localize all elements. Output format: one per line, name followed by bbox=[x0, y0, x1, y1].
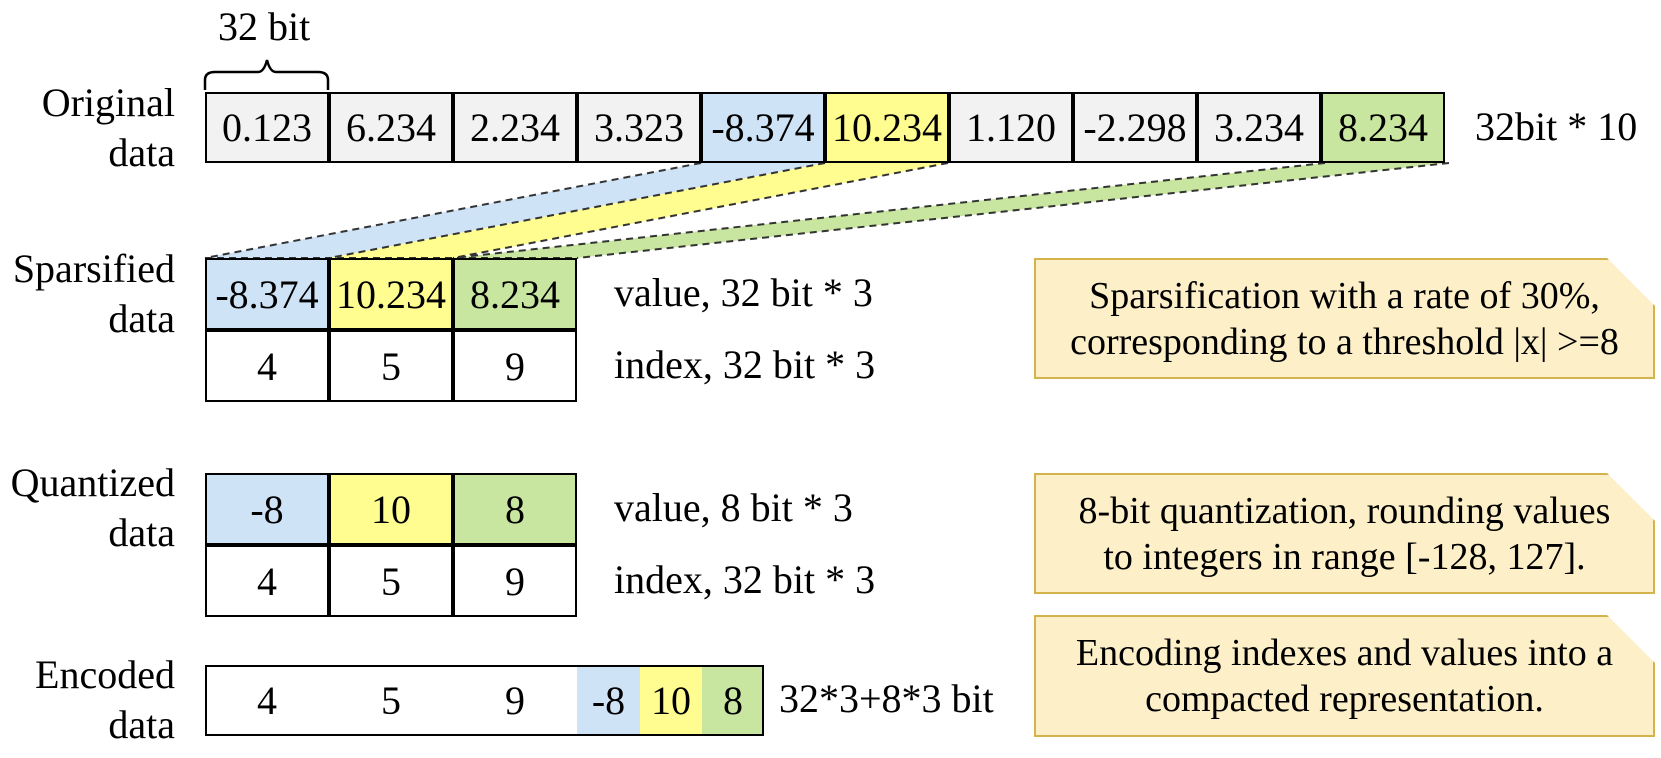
original-value-cell: -2.298 bbox=[1073, 92, 1197, 163]
encoded-cell: 4 bbox=[205, 665, 329, 736]
quantization-note-line1: 8-bit quantization, rounding values bbox=[1036, 488, 1653, 534]
original-value-cell: 3.234 bbox=[1197, 92, 1321, 163]
encoded-size-label: 32*3+8*3 bit bbox=[779, 674, 994, 724]
sparsified-data-label: Sparsified data bbox=[0, 244, 175, 344]
encoding-note-line2: compacted representation. bbox=[1036, 676, 1653, 722]
original-size-label: 32bit * 10 bbox=[1475, 102, 1637, 152]
quantization-note-line2: to integers in range [-128, 127]. bbox=[1036, 534, 1653, 580]
sparsified-value-cell: 8.234 bbox=[453, 258, 577, 330]
sparsified-index-cell: 5 bbox=[329, 330, 453, 402]
original-data-label-line1: Original bbox=[0, 78, 175, 128]
sparsified-index-cell: 4 bbox=[205, 330, 329, 402]
sparsified-value-size-label: value, 32 bit * 3 bbox=[614, 268, 873, 318]
encoded-cell: 10 bbox=[640, 665, 702, 736]
encoded-data-label-line2: data bbox=[0, 700, 175, 750]
bit-width-label: 32 bit bbox=[218, 2, 310, 52]
quantized-index-cell: 9 bbox=[453, 545, 577, 617]
original-value-cell: 8.234 bbox=[1321, 92, 1445, 163]
quantized-value-cell: -8 bbox=[205, 473, 329, 545]
sparsified-index-size-label: index, 32 bit * 3 bbox=[614, 340, 875, 390]
quantized-value-size-label: value, 8 bit * 3 bbox=[614, 483, 853, 533]
sparsified-data-label-line2: data bbox=[0, 294, 175, 344]
quantized-value-cell: 10 bbox=[329, 473, 453, 545]
encoded-data-label-line1: Encoded bbox=[0, 650, 175, 700]
encoded-cell: 8 bbox=[702, 665, 764, 736]
sparsification-note: Sparsification with a rate of 30%, corre… bbox=[1034, 258, 1655, 379]
sparsified-data-label-line1: Sparsified bbox=[0, 244, 175, 294]
quantization-note: 8-bit quantization, rounding values to i… bbox=[1034, 473, 1655, 594]
encoded-cell: -8 bbox=[577, 665, 640, 736]
quantized-value-cell: 8 bbox=[453, 473, 577, 545]
original-value-cell: 2.234 bbox=[453, 92, 577, 163]
quantized-index-cell: 5 bbox=[329, 545, 453, 617]
quantized-data-label: Quantized data bbox=[0, 458, 175, 558]
sparsified-value-cell: 10.234 bbox=[329, 258, 453, 330]
original-value-cell: -8.374 bbox=[701, 92, 825, 163]
original-value-cell: 3.323 bbox=[577, 92, 701, 163]
original-value-cell: 0.123 bbox=[205, 92, 329, 163]
encoded-cell: 9 bbox=[453, 665, 577, 736]
encoding-note: Encoding indexes and values into a compa… bbox=[1034, 615, 1655, 737]
bit-brace bbox=[205, 60, 328, 90]
sparsification-note-line1: Sparsification with a rate of 30%, bbox=[1036, 273, 1653, 319]
original-data-label-line2: data bbox=[0, 128, 175, 178]
sparsified-value-cell: -8.374 bbox=[205, 258, 329, 330]
quantized-data-label-line2: data bbox=[0, 508, 175, 558]
encoded-cell: 5 bbox=[329, 665, 453, 736]
original-value-cell: 1.120 bbox=[949, 92, 1073, 163]
encoding-note-line1: Encoding indexes and values into a bbox=[1036, 630, 1653, 676]
original-value-cell: 6.234 bbox=[329, 92, 453, 163]
quantized-data-label-line1: Quantized bbox=[0, 458, 175, 508]
original-value-cell: 10.234 bbox=[825, 92, 949, 163]
original-data-label: Original data bbox=[0, 78, 175, 178]
quantized-index-size-label: index, 32 bit * 3 bbox=[614, 555, 875, 605]
sparsification-note-line2: corresponding to a threshold |x| >=8 bbox=[1036, 319, 1653, 365]
encoded-data-label: Encoded data bbox=[0, 650, 175, 750]
quantized-index-cell: 4 bbox=[205, 545, 329, 617]
sparsified-index-cell: 9 bbox=[453, 330, 577, 402]
